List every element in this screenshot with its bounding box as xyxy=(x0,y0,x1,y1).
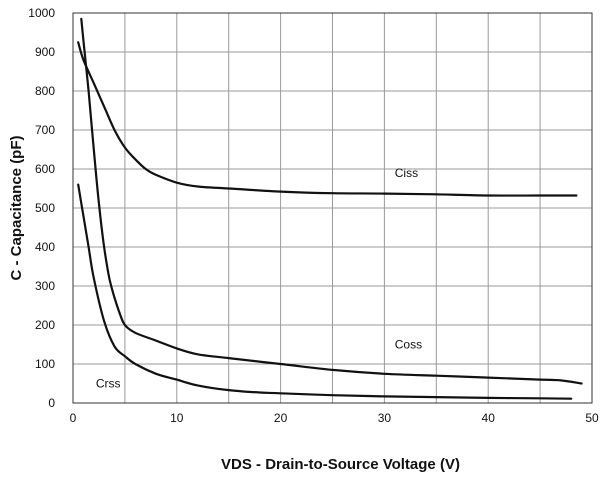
x-tick-label: 30 xyxy=(378,411,392,425)
y-tick-label: 1000 xyxy=(28,6,55,20)
curve-labels: Ciss Coss Crss xyxy=(96,166,422,391)
grid xyxy=(73,13,592,403)
x-tick-label: 10 xyxy=(170,411,184,425)
y-tick-label: 200 xyxy=(35,318,55,332)
x-tick-label: 0 xyxy=(70,411,77,425)
crss-label: Crss xyxy=(96,376,121,390)
y-tick-label: 700 xyxy=(35,123,55,137)
x-axis-title: VDS - Drain-to-Source Voltage (V) xyxy=(221,456,460,473)
coss-curve xyxy=(80,17,583,385)
y-tick-label: 600 xyxy=(35,162,55,176)
ciss-label: Ciss xyxy=(395,166,418,180)
x-tick-label: 50 xyxy=(585,411,599,425)
crss-curve xyxy=(77,183,573,400)
y-axis-title: C - Capacitance (pF) xyxy=(8,135,25,280)
coss-label: Coss xyxy=(395,337,422,351)
curves xyxy=(77,17,583,400)
y-tick-label: 500 xyxy=(35,201,55,215)
y-tick-labels: 0 100 200 300 400 500 600 700 800 900 1000 xyxy=(28,6,55,410)
x-tick-label: 40 xyxy=(482,411,496,425)
y-tick-label: 0 xyxy=(48,396,55,410)
x-tick-labels: 0 10 20 30 40 50 xyxy=(70,411,599,425)
y-tick-label: 100 xyxy=(35,357,55,371)
plot-frame xyxy=(72,12,593,404)
ciss-curve xyxy=(77,41,578,197)
y-tick-label: 400 xyxy=(35,240,55,254)
y-tick-label: 800 xyxy=(35,84,55,98)
y-tick-label: 900 xyxy=(35,45,55,59)
x-tick-label: 20 xyxy=(274,411,288,425)
y-tick-label: 300 xyxy=(35,279,55,293)
